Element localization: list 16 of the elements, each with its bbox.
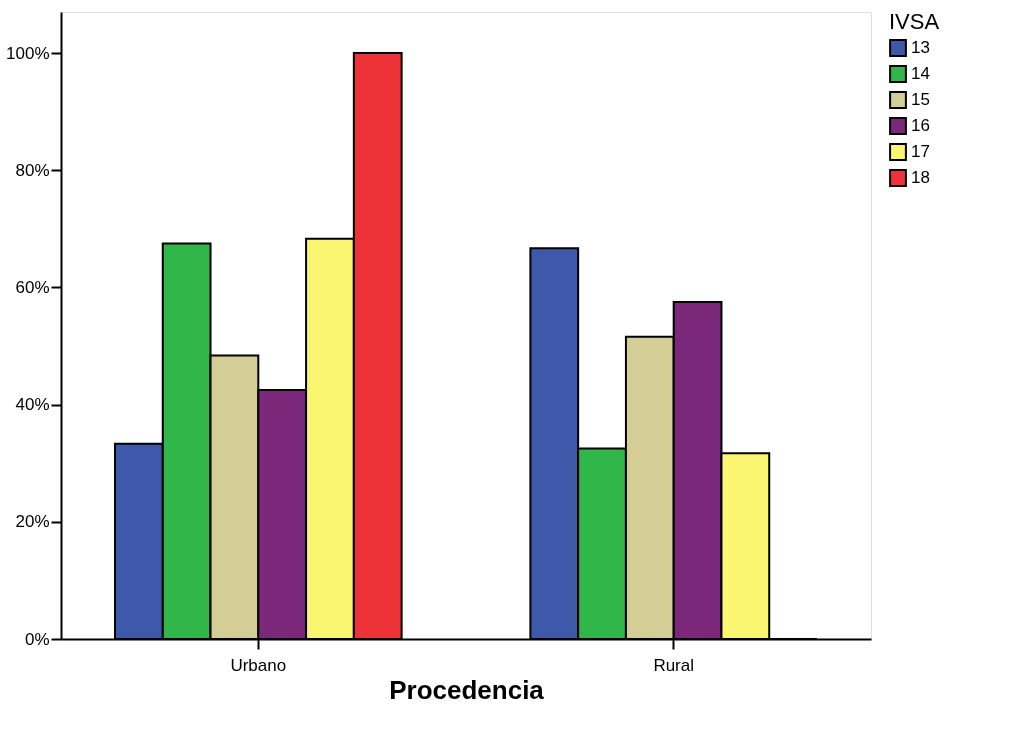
- legend-label: 15: [911, 90, 930, 109]
- y-tick-label: 20%: [15, 512, 50, 532]
- legend-label: 17: [911, 142, 930, 161]
- x-tick-label: Rural: [653, 655, 694, 675]
- legend-label: 16: [911, 116, 930, 135]
- legend-title: IVSA: [889, 9, 940, 34]
- legend-label: 18: [911, 168, 930, 187]
- x-tick-label: Urbano: [230, 655, 287, 675]
- y-tick-label: 80%: [15, 160, 50, 180]
- legend-label: 13: [911, 38, 930, 57]
- y-tick-label: 0%: [24, 629, 50, 649]
- y-tick-label: 100%: [6, 43, 50, 63]
- y-tick-label: 60%: [15, 277, 50, 297]
- x-axis-title: Procedencia: [389, 674, 545, 705]
- legend-label: 14: [911, 64, 930, 83]
- y-tick-label: 40%: [15, 395, 50, 415]
